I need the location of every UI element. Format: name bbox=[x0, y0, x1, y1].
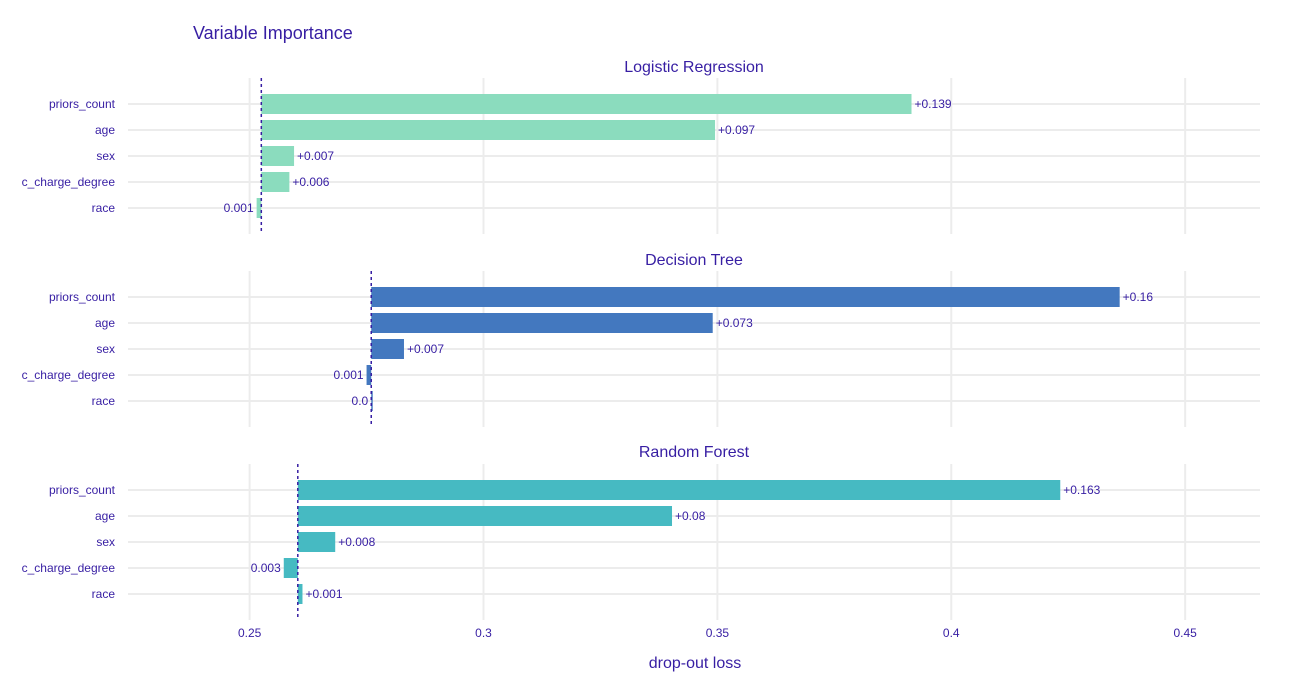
bar-value-label: +0.097 bbox=[718, 123, 755, 137]
variable-label: sex bbox=[96, 342, 115, 356]
variable-label: priors_count bbox=[49, 290, 116, 304]
bar-value-label: +0.001 bbox=[305, 587, 342, 601]
chart-title: Variable Importance bbox=[193, 23, 353, 43]
bar-race bbox=[256, 198, 262, 218]
panel-title: Logistic Regression bbox=[624, 59, 764, 76]
bar-value-label: +0.008 bbox=[338, 535, 375, 549]
bar-value-label: +0.007 bbox=[407, 342, 444, 356]
bar-race bbox=[371, 391, 373, 411]
bar-c_charge_degree bbox=[366, 365, 372, 385]
bar-value-label: +0.139 bbox=[915, 97, 952, 111]
x-axis-title: drop-out loss bbox=[649, 655, 742, 672]
bar-sex bbox=[261, 146, 295, 166]
variable-label: priors_count bbox=[49, 483, 116, 497]
panel-title: Decision Tree bbox=[645, 252, 743, 269]
x-tick-label: 0.3 bbox=[475, 626, 492, 640]
bar-age bbox=[261, 120, 716, 140]
chart-panels: Logistic Regressionpriors_countagesexc_c… bbox=[22, 59, 1260, 620]
bar-priors_count bbox=[297, 480, 1061, 500]
bar-value-label: 0.001 bbox=[334, 368, 364, 382]
bar-value-label: +0.163 bbox=[1063, 483, 1100, 497]
bar-c_charge_degree bbox=[261, 172, 290, 192]
variable-label: c_charge_degree bbox=[22, 175, 116, 189]
bar-age bbox=[371, 313, 713, 333]
bar-age bbox=[297, 506, 673, 526]
x-tick-label: 0.45 bbox=[1173, 626, 1197, 640]
bar-value-label: +0.073 bbox=[716, 316, 753, 330]
bar-value-label: +0.08 bbox=[675, 509, 706, 523]
variable-label: sex bbox=[96, 149, 115, 163]
bar-value-label: +0.007 bbox=[297, 149, 334, 163]
bar-value-label: +0.006 bbox=[292, 175, 329, 189]
bar-sex bbox=[297, 532, 336, 552]
bar-value-label: 0.003 bbox=[251, 561, 281, 575]
bar-sex bbox=[371, 339, 404, 359]
variable-label: age bbox=[95, 123, 115, 137]
bar-race bbox=[297, 584, 303, 604]
variable-label: race bbox=[92, 394, 116, 408]
bar-priors_count bbox=[371, 287, 1120, 307]
variable-label: sex bbox=[96, 535, 115, 549]
variable-label: c_charge_degree bbox=[22, 368, 116, 382]
bar-value-label: 0.001 bbox=[224, 201, 254, 215]
panel-title: Random Forest bbox=[639, 444, 750, 461]
x-tick-label: 0.35 bbox=[706, 626, 730, 640]
variable-label: age bbox=[95, 509, 115, 523]
variable-label: age bbox=[95, 316, 115, 330]
x-axis-ticks: 0.25 0.3 0.35 0.4 0.45 bbox=[238, 626, 1197, 640]
x-tick-label: 0.25 bbox=[238, 626, 262, 640]
variable-label: race bbox=[92, 587, 116, 601]
bar-value-label: +0.16 bbox=[1123, 290, 1154, 304]
bar-c_charge_degree bbox=[283, 558, 298, 578]
variable-label: priors_count bbox=[49, 97, 116, 111]
bar-value-label: 0.0 bbox=[352, 394, 369, 408]
variable-label: race bbox=[92, 201, 116, 215]
variable-label: c_charge_degree bbox=[22, 561, 116, 575]
x-tick-label: 0.4 bbox=[943, 626, 960, 640]
bar-priors_count bbox=[261, 94, 912, 114]
